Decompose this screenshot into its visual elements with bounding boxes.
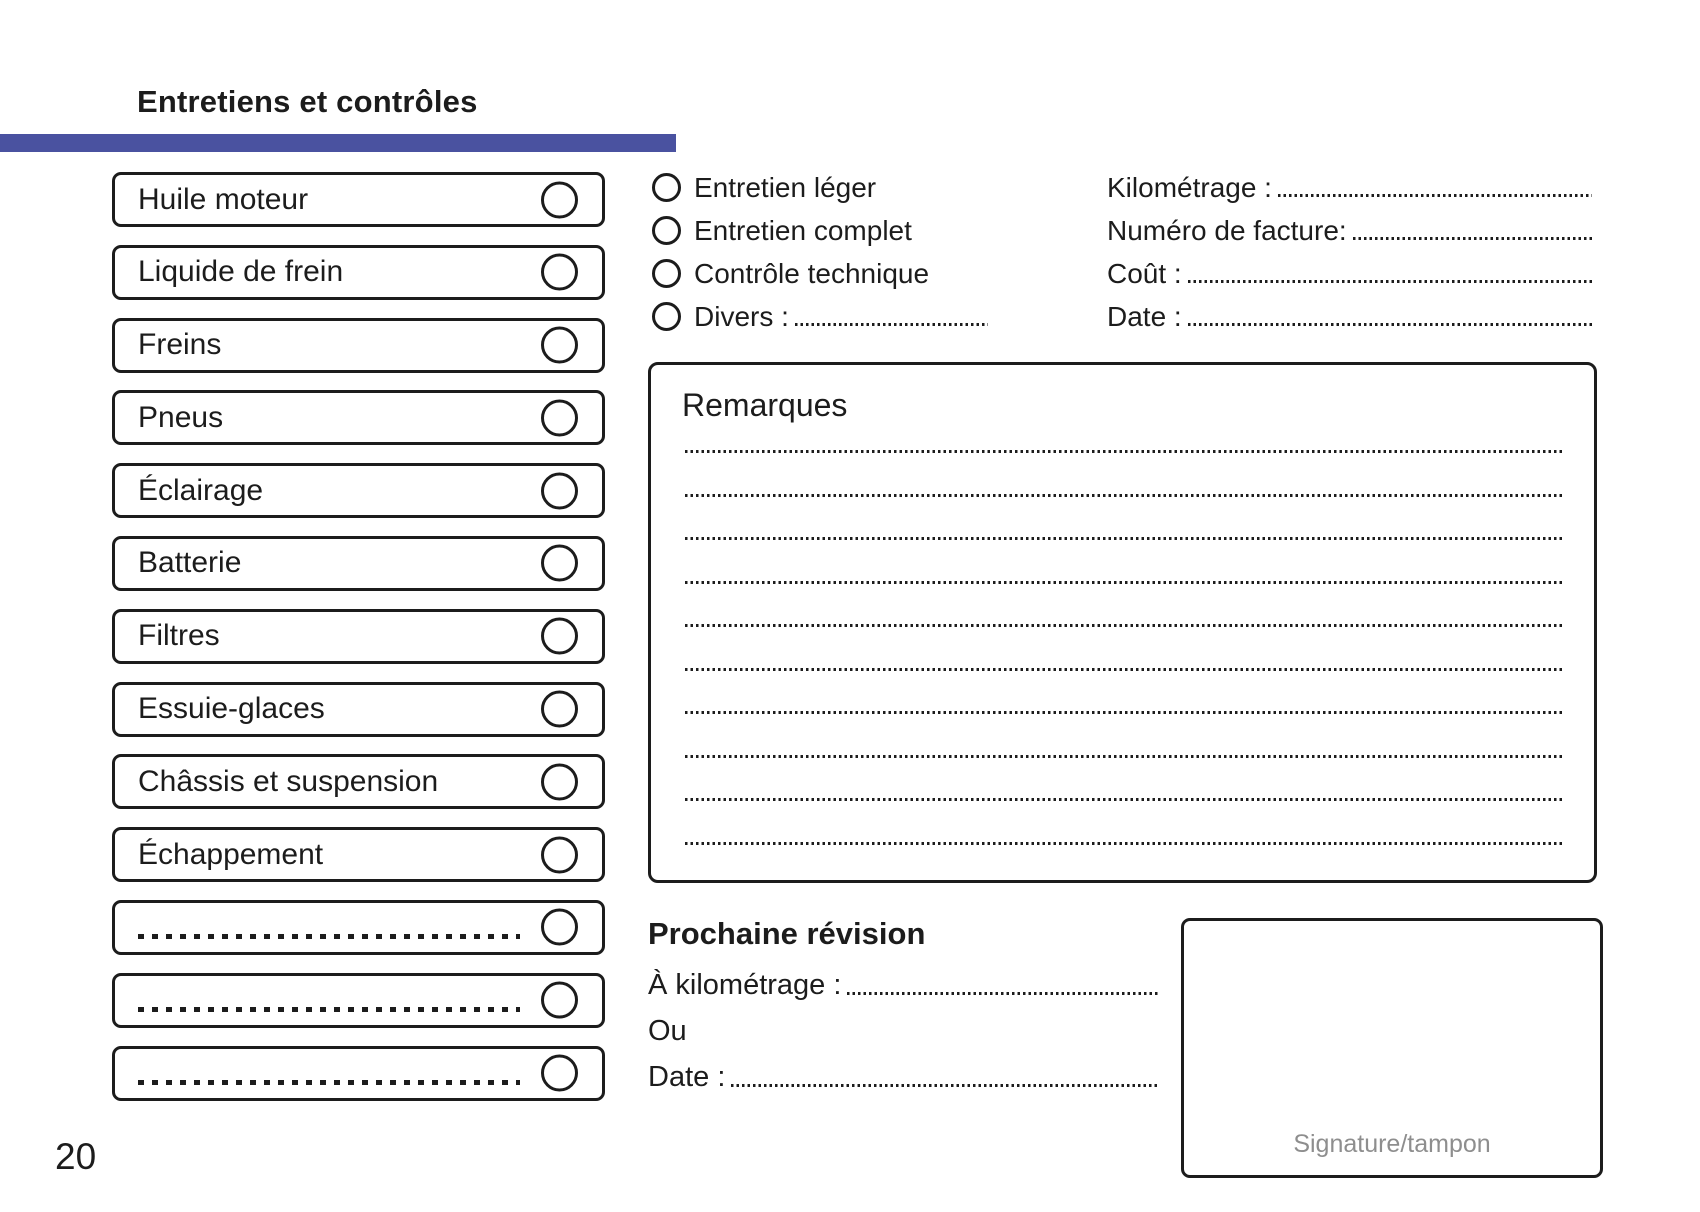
service-type-row: Entretien complet bbox=[652, 209, 988, 252]
check-circle-icon[interactable] bbox=[541, 1054, 578, 1092]
invoice-field-row: Numéro de facture: bbox=[1107, 209, 1592, 252]
checklist-row bbox=[112, 1045, 605, 1101]
invoice-field-row: Date : bbox=[1107, 295, 1592, 338]
next-service-row: Ou bbox=[648, 1008, 1158, 1054]
remarks-fill-in-line[interactable] bbox=[685, 798, 1564, 801]
remarks-fill-in-line[interactable] bbox=[685, 624, 1564, 627]
invoice-fill-in-line[interactable] bbox=[1277, 194, 1592, 197]
check-circle-icon[interactable] bbox=[541, 544, 578, 582]
next-service-label: Date : bbox=[648, 1060, 726, 1093]
remarks-fill-in-line[interactable] bbox=[685, 580, 1564, 584]
check-circle-icon[interactable] bbox=[541, 690, 578, 728]
service-type-label: Divers : bbox=[694, 300, 789, 332]
remarks-fill-in-line[interactable] bbox=[685, 667, 1564, 671]
checklist-item-label: Huile moteur bbox=[138, 182, 309, 216]
invoice-fill-in-line[interactable] bbox=[1187, 280, 1592, 283]
check-circle-icon[interactable] bbox=[541, 181, 578, 218]
checklist-item-label: Essuie-glaces bbox=[138, 692, 325, 726]
checklist-row: Filtres bbox=[112, 608, 605, 664]
service-type-label: Entretien complet bbox=[694, 214, 912, 246]
next-service-row: Date : bbox=[648, 1054, 1158, 1100]
checklist-row: Freins bbox=[112, 317, 605, 373]
check-circle-icon[interactable] bbox=[541, 617, 578, 655]
remarks-fill-in-line[interactable] bbox=[685, 450, 1564, 453]
checklist-item-label: Batterie bbox=[138, 546, 242, 580]
remarks-write-lines bbox=[685, 450, 1564, 885]
remarks-fill-in-line[interactable] bbox=[685, 754, 1564, 758]
checklist-blank-field[interactable] bbox=[138, 1079, 520, 1085]
remarks-fill-in-line[interactable] bbox=[685, 841, 1564, 845]
service-type-row: Contrôle technique bbox=[652, 252, 988, 295]
check-circle-icon[interactable] bbox=[541, 763, 578, 801]
radio-circle-icon[interactable] bbox=[652, 259, 681, 288]
checklist-row: Liquide de frein bbox=[112, 244, 605, 300]
radio-circle-icon[interactable] bbox=[652, 302, 681, 331]
radio-circle-icon[interactable] bbox=[652, 173, 681, 202]
checklist-item-label: Éclairage bbox=[138, 473, 264, 507]
checklist-row: Huile moteur bbox=[112, 172, 605, 227]
checklist-item-label: Freins bbox=[138, 328, 222, 362]
remarks-title: Remarques bbox=[682, 387, 848, 423]
divers-fill-in-line[interactable] bbox=[794, 323, 988, 326]
invoice-field-row: Coût : bbox=[1107, 252, 1592, 295]
next-service-title: Prochaine révision bbox=[648, 916, 926, 951]
next-service-row: À kilométrage : bbox=[648, 962, 1158, 1008]
service-type-row: Divers : bbox=[652, 295, 988, 338]
checklist-item-label: Liquide de frein bbox=[138, 255, 344, 289]
checklist-item-label: Échappement bbox=[138, 837, 324, 871]
invoice-field-label: Coût : bbox=[1107, 257, 1182, 289]
service-type-label: Entretien léger bbox=[694, 171, 877, 203]
remarks-box: Remarques bbox=[648, 362, 1597, 883]
invoice-fill-in-line[interactable] bbox=[1187, 323, 1592, 326]
check-circle-icon[interactable] bbox=[541, 326, 578, 364]
checklist-row: Essuie-glaces bbox=[112, 681, 605, 737]
checklist-row: Échappement bbox=[112, 827, 605, 883]
checklist-row bbox=[112, 899, 605, 955]
next-service-fill-in-line[interactable] bbox=[847, 991, 1158, 995]
service-type-label: Contrôle technique bbox=[694, 257, 930, 289]
check-circle-icon[interactable] bbox=[541, 253, 578, 291]
checklist-row: Éclairage bbox=[112, 463, 605, 519]
signature-label: Signature/tampon bbox=[1293, 1130, 1491, 1158]
page-number: 20 bbox=[55, 1136, 97, 1177]
checklist-item-label: Pneus bbox=[138, 400, 224, 434]
invoice-field-row: Kilométrage : bbox=[1107, 166, 1592, 209]
next-service-fields: À kilométrage : Ou Date : bbox=[648, 962, 1158, 1100]
title-underline-bar bbox=[0, 134, 676, 152]
next-service-fill-in-line[interactable] bbox=[731, 1083, 1158, 1087]
checklist-row bbox=[112, 972, 605, 1028]
checklist-blank-field[interactable] bbox=[138, 1006, 520, 1012]
invoice-fields: Kilométrage : Numéro de facture: Coût : Dat… bbox=[1107, 166, 1592, 338]
remarks-fill-in-line[interactable] bbox=[685, 493, 1564, 497]
check-circle-icon[interactable] bbox=[541, 399, 578, 437]
check-circle-icon[interactable] bbox=[541, 981, 578, 1019]
next-service-label: À kilométrage : bbox=[648, 968, 842, 1001]
next-service-label: Ou bbox=[648, 1014, 687, 1047]
check-circle-icon[interactable] bbox=[541, 836, 578, 874]
remarks-fill-in-line[interactable] bbox=[685, 537, 1564, 540]
service-type-options: Entretien léger Entretien complet Contrôle… bbox=[652, 166, 988, 338]
checklist-item-label: Châssis et suspension bbox=[138, 764, 439, 798]
page-title: Entretiens et contrôles bbox=[137, 84, 478, 119]
remarks-fill-in-line[interactable] bbox=[685, 711, 1564, 714]
invoice-field-label: Date : bbox=[1107, 300, 1182, 332]
invoice-field-label: Numéro de facture: bbox=[1107, 214, 1347, 246]
checklist-row: Batterie bbox=[112, 535, 605, 591]
check-circle-icon[interactable] bbox=[541, 472, 578, 510]
invoice-field-label: Kilométrage : bbox=[1107, 171, 1272, 203]
service-type-row: Entretien léger bbox=[652, 166, 988, 209]
checklist-item-label: Filtres bbox=[138, 619, 220, 653]
checklist-row: Pneus bbox=[112, 390, 605, 446]
maintenance-checklist: Huile moteur Liquide de frein Freins Pneus É… bbox=[112, 172, 605, 1101]
invoice-fill-in-line[interactable] bbox=[1352, 237, 1592, 240]
checklist-blank-field[interactable] bbox=[138, 933, 520, 939]
radio-circle-icon[interactable] bbox=[652, 216, 681, 245]
signature-box[interactable]: Signature/tampon bbox=[1181, 918, 1603, 1178]
checklist-row: Châssis et suspension bbox=[112, 754, 605, 810]
check-circle-icon[interactable] bbox=[541, 908, 578, 946]
